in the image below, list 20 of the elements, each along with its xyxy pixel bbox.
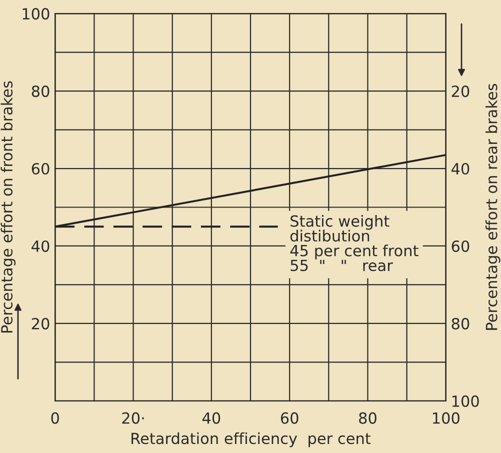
x-tick-label: 20· <box>122 412 144 424</box>
x-tick-label: 100 <box>432 412 460 424</box>
y2-tick-label: 60 <box>452 240 470 252</box>
x-tick-label: 60 <box>280 412 298 424</box>
y-tick-label: 20 <box>32 318 50 330</box>
y2-tick-label: 40 <box>452 162 470 175</box>
x-tick-label: 80 <box>359 412 376 424</box>
x-tick-label: 0 <box>51 412 59 424</box>
annotation: Static weight distibution 45 per cent front 55 " " rear <box>290 214 418 272</box>
y-tick-label: 100 <box>22 8 50 20</box>
y-tick-label: 40 <box>32 240 50 252</box>
y2-tick-label: 80 <box>452 318 470 330</box>
x-axis-title: Retardation efficiency per cent <box>132 432 371 448</box>
y-tick-label: 60 <box>32 162 50 175</box>
x-tick-label: 40 <box>202 412 220 424</box>
y2-tick-label: 100 <box>452 395 479 407</box>
y-tick-label: 80 <box>32 86 50 98</box>
y2-axis-title: Percentage effort on rear brakes <box>485 84 500 330</box>
y2-tick-label: 20 <box>452 86 470 98</box>
y-axis-title: Percentage effort on front brakes <box>0 81 16 332</box>
